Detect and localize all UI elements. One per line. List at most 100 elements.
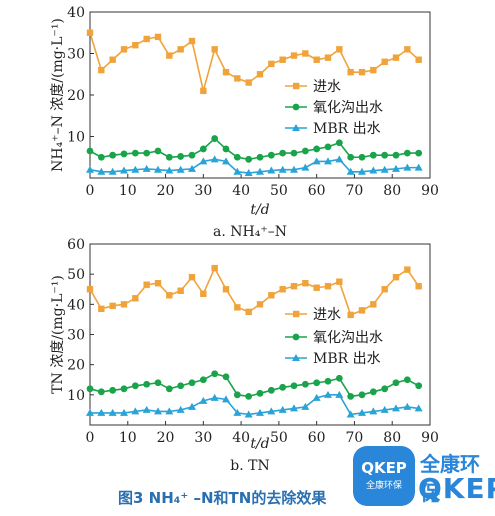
data-point-circle — [290, 382, 298, 390]
data-point-triangle — [392, 404, 400, 412]
figure-caption: 图3 NH₄⁺ –N和TN的去除效果 — [118, 489, 327, 507]
data-point-triangle — [278, 165, 287, 173]
data-point-square — [86, 286, 94, 293]
data-point-square — [358, 307, 366, 314]
data-point-square — [120, 301, 128, 308]
x-tick-label: 90 — [421, 183, 439, 199]
data-point-square — [381, 58, 388, 65]
data-point-circle — [177, 153, 185, 160]
y-tick-label: 50 — [67, 267, 85, 283]
data-point-circle — [381, 385, 389, 393]
chart-panel-b: 0 10 20 30 40 50 60 70 80 90 10 20 30 40 50 60 t/d TN 浓度/… — [50, 237, 439, 474]
data-point-circle — [301, 380, 309, 388]
data-point-circle — [415, 382, 423, 390]
data-point-circle — [131, 149, 139, 157]
x-tick-label: 80 — [383, 430, 401, 446]
data-point-circle — [335, 139, 343, 147]
data-point-circle — [392, 379, 400, 387]
data-point-square — [132, 42, 139, 49]
data-point-circle — [392, 151, 400, 159]
data-point-circle — [279, 149, 287, 157]
logo-name-cn: 全康环保 — [420, 452, 480, 505]
legend-entry: 氧化沟出水 — [313, 100, 383, 116]
data-point-square — [415, 56, 422, 63]
data-point-triangle — [301, 402, 310, 410]
legend-entry: MBR 出水 — [313, 121, 381, 137]
data-point-circle — [233, 153, 241, 161]
data-point-square — [279, 286, 286, 293]
data-point-square — [302, 280, 309, 287]
data-point-triangle — [120, 408, 128, 416]
y-axis-label: TN 浓度/(mg·L⁻¹) — [50, 275, 66, 394]
x-tick-label: 30 — [194, 430, 212, 446]
y-tick-label: 10 — [67, 130, 85, 146]
data-point-triangle — [369, 407, 378, 415]
data-point-square — [268, 292, 275, 299]
data-point-square — [279, 56, 286, 63]
data-point-triangle — [86, 408, 94, 416]
legend-entry: 进水 — [313, 79, 341, 95]
data-point-square — [370, 66, 377, 74]
data-point-triangle — [380, 405, 389, 413]
data-point-triangle — [188, 164, 196, 172]
panel-label: b. TN — [230, 458, 269, 474]
data-point-circle — [233, 391, 241, 399]
data-point-circle — [188, 151, 196, 159]
x-axis-label: t/d — [250, 202, 269, 218]
data-point-circle — [403, 149, 411, 157]
data-point-square — [132, 295, 139, 302]
data-point-circle — [313, 145, 321, 153]
data-point-circle — [347, 153, 355, 161]
data-point-circle — [313, 379, 321, 387]
x-tick-label: 0 — [86, 430, 95, 446]
data-point-square — [370, 301, 377, 308]
data-point-square — [211, 264, 218, 272]
y-tick-label: 20 — [67, 358, 85, 374]
data-point-square — [336, 278, 343, 285]
data-point-triangle — [256, 167, 264, 175]
x-tick-label: 90 — [421, 430, 439, 446]
data-point-triangle — [301, 163, 310, 171]
data-point-circle — [120, 385, 128, 393]
x-tick-label: 60 — [308, 183, 326, 199]
data-point-circle — [245, 392, 253, 400]
data-point-square — [188, 273, 196, 281]
data-point-circle — [109, 386, 117, 394]
panel-label: a. NH₄⁺–N — [213, 224, 287, 240]
data-point-triangle — [414, 163, 423, 171]
data-point-circle — [324, 143, 332, 151]
data-point-circle — [301, 147, 309, 155]
data-point-square — [166, 292, 173, 299]
data-point-square — [234, 75, 241, 82]
data-point-square — [200, 87, 207, 95]
series-line — [89, 137, 419, 161]
data-point-square — [290, 283, 298, 290]
legend-marker-circle — [292, 103, 300, 111]
data-point-circle — [120, 150, 128, 158]
data-point-square — [381, 286, 388, 293]
data-point-circle — [97, 153, 105, 161]
data-point-triangle — [324, 157, 332, 165]
y-tick-label: 60 — [67, 237, 85, 253]
data-point-square — [222, 68, 230, 76]
data-point-square — [211, 46, 218, 53]
data-point-triangle — [131, 165, 140, 173]
x-tick-label: 10 — [119, 183, 137, 199]
data-point-triangle — [358, 408, 366, 416]
logo-name-en: QKEP — [418, 472, 495, 505]
data-point-triangle — [244, 410, 253, 418]
data-point-square — [166, 52, 173, 59]
data-point-triangle — [278, 405, 287, 413]
data-point-square — [188, 37, 196, 45]
data-point-square — [256, 71, 264, 78]
data-point-circle — [154, 147, 162, 155]
data-point-triangle — [414, 404, 423, 412]
y-tick-label: 10 — [67, 388, 85, 404]
data-point-triangle — [97, 167, 106, 175]
data-point-triangle — [120, 166, 128, 174]
x-tick-label: 30 — [194, 183, 212, 199]
data-point-circle — [369, 151, 377, 159]
data-point-square — [222, 286, 230, 293]
data-point-circle — [415, 149, 423, 157]
data-point-circle — [188, 379, 196, 387]
